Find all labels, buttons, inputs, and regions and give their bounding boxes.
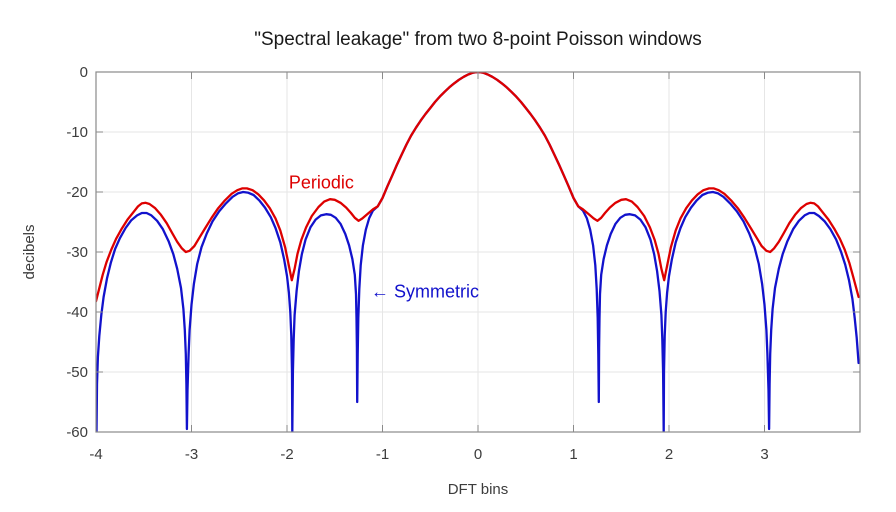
x-tick-label: -2: [280, 446, 293, 463]
x-axis-label: DFT bins: [448, 481, 509, 498]
y-tick-label: 0: [80, 64, 88, 81]
y-tick-label: -50: [66, 364, 88, 381]
x-tick-label: 1: [569, 446, 577, 463]
x-tick-label: -1: [376, 446, 389, 463]
x-tick-label: -4: [89, 446, 102, 463]
periodic-curve-label: Periodic: [289, 172, 354, 192]
labels-layer: -4 -3 -2 -1 0 1 2 30-10-20-30-40-50-60Periodic←…: [66, 64, 768, 463]
y-tick-label: -20: [66, 184, 88, 201]
chart-title: "Spectral leakage" from two 8-point Pois…: [254, 29, 702, 50]
y-tick-label: -60: [66, 424, 88, 441]
x-tick-label: -3: [185, 446, 198, 463]
frame-layer: [95, 71, 861, 433]
x-tick-label: 0: [474, 446, 482, 463]
y-tick-label: -40: [66, 304, 88, 321]
y-tick-label: -10: [66, 124, 88, 141]
symmetric-curve-label: ← Symmetric: [371, 282, 479, 302]
y-tick-label: -30: [66, 244, 88, 261]
x-tick-label: 3: [760, 446, 768, 463]
curve-periodic: [96, 72, 860, 303]
x-tick-label: 2: [665, 446, 673, 463]
grid-layer: [96, 72, 860, 432]
y-axis-label: decibels: [21, 224, 38, 279]
